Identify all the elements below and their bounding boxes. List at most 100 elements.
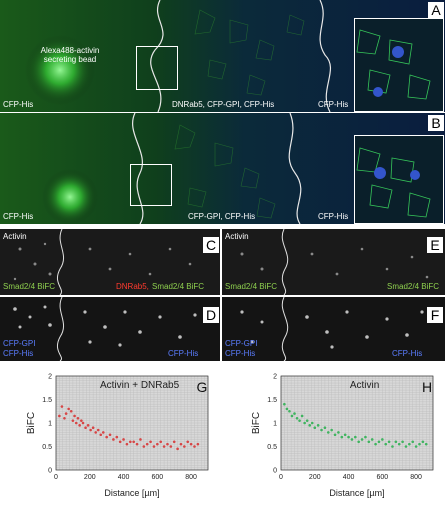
data-point [135, 442, 139, 446]
data-point [166, 442, 169, 446]
data-point [80, 419, 83, 422]
data-point [411, 440, 415, 444]
panel-f-label-right: CFP-His [392, 349, 423, 358]
panel-d-micrograph [0, 297, 220, 361]
data-point [86, 424, 90, 427]
data-point [78, 424, 81, 427]
data-point [384, 442, 388, 446]
data-point [96, 428, 100, 432]
x-tick-label: 400 [118, 474, 130, 481]
x-tick-label: 400 [343, 474, 355, 481]
data-point [118, 440, 122, 444]
data-point [343, 433, 347, 437]
panel-f-micrograph [222, 297, 445, 361]
data-point [122, 438, 125, 441]
panel-letter-c: C [203, 237, 219, 253]
data-point [71, 419, 75, 422]
y-tick-label: 2 [48, 374, 52, 381]
data-point [285, 407, 289, 411]
data-point [313, 426, 317, 429]
data-point [408, 442, 411, 446]
x-tick-label: 0 [54, 474, 58, 481]
data-point [290, 414, 294, 418]
data-point [101, 431, 105, 434]
data-point [81, 421, 85, 425]
data-point [196, 442, 200, 446]
data-point [172, 440, 176, 444]
panel-letter-f: F [427, 307, 443, 323]
panel-b-label-left: CFP-His [3, 212, 34, 221]
panel-c-label-green2: Smad2/4 BiFC [152, 282, 205, 291]
chart-h: 0 200 400 600 800 0 0.5 1 1.5 2 Activin H Distance [… [225, 370, 445, 500]
data-point [142, 445, 146, 448]
data-point [91, 426, 95, 429]
panel-b: CFP-His CFP-GPI, CFP-His CFP-His B [0, 113, 445, 224]
panel-a: Alexa488-activin secreting bead CFP-His … [0, 0, 445, 112]
x-tick-label: 800 [410, 474, 422, 481]
data-point [84, 426, 87, 429]
chart-letter: H [422, 379, 432, 395]
panel-f-label-left-2: CFP-His [225, 349, 256, 358]
panel-letter-b: B [428, 115, 444, 131]
bead-label: Alexa488-activin secreting bead [40, 46, 100, 64]
data-point [105, 435, 108, 439]
data-point [357, 440, 360, 444]
panel-a-label-mid: DNRab5, CFP-GPI, CFP-His [172, 100, 275, 109]
data-point [350, 438, 354, 441]
data-point [293, 412, 296, 415]
data-point [308, 424, 312, 427]
x-tick-label: 200 [84, 474, 96, 481]
y-tick-label: 2 [273, 374, 277, 381]
data-point [179, 442, 183, 446]
panel-e-micrograph [222, 229, 445, 295]
data-point [391, 445, 394, 448]
panel-b-label-mid: CFP-GPI, CFP-His [188, 212, 256, 221]
panel-letter-e: E [427, 237, 443, 253]
data-point [69, 409, 73, 413]
data-point [295, 417, 299, 420]
data-point [360, 438, 364, 441]
chart-letter: G [197, 379, 208, 395]
data-point [364, 435, 367, 439]
data-point [305, 419, 309, 422]
chart-h-svg: 0 200 400 600 800 0 0.5 1 1.5 2 Activin H Distance [… [251, 374, 434, 498]
data-point [60, 405, 64, 408]
data-point [152, 445, 156, 448]
data-point [330, 428, 333, 432]
data-point [139, 438, 142, 441]
data-point [169, 445, 173, 448]
data-point [337, 431, 340, 434]
data-point [67, 407, 70, 411]
panel-e-label-green: Smad2/4 BiFC [225, 282, 278, 291]
x-tick-label: 0 [279, 474, 283, 481]
panel-a-label-right: CFP-His [318, 100, 349, 109]
x-tick-label: 600 [376, 474, 388, 481]
data-point [377, 440, 381, 444]
y-tick-label: 1 [273, 421, 277, 428]
x-axis-label: Distance [µm] [104, 488, 159, 498]
panel-letter-d: D [203, 307, 219, 323]
data-point [145, 442, 149, 446]
data-point [320, 428, 323, 432]
inset-box-a [136, 46, 178, 90]
data-point [125, 442, 129, 446]
data-point [176, 447, 179, 451]
data-point [397, 442, 401, 446]
data-point [316, 424, 320, 427]
data-point [323, 426, 327, 429]
y-tick-label: 0.5 [267, 444, 277, 451]
data-point [99, 433, 103, 437]
data-point [189, 442, 193, 446]
y-tick-label: 0 [273, 468, 277, 475]
data-point [129, 440, 132, 444]
x-tick-label: 600 [151, 474, 163, 481]
chart-g-svg: 0 200 400 600 800 0 0.5 1 1.5 2 Activin + DNRab5 G D… [26, 374, 209, 498]
data-point [310, 421, 314, 425]
panel-e-label-top: Activin [225, 232, 249, 241]
data-point [149, 440, 152, 444]
data-point [63, 417, 66, 420]
data-point [186, 440, 190, 444]
data-point [303, 421, 306, 425]
data-point [288, 409, 291, 413]
panel-e: Activin Smad2/4 BiFC Smad2/4 BiFC E [222, 229, 445, 295]
